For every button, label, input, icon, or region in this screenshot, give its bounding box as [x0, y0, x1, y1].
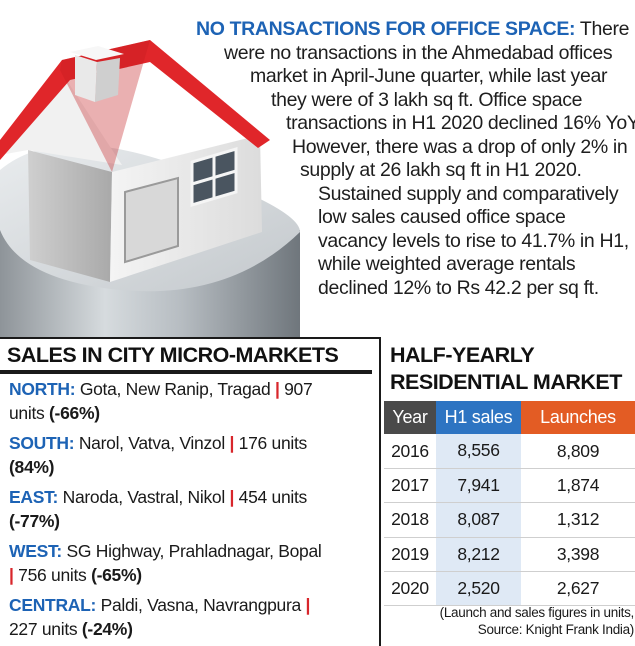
header-launches: Launches	[521, 401, 635, 435]
table-row: 2018 8,087 1,312	[384, 503, 635, 538]
office-line: low sales caused office space	[318, 206, 566, 228]
office-line: There	[579, 18, 630, 40]
residential-title: HALF-YEARLY RESIDENTIAL MARKET	[390, 342, 635, 396]
micro-market-north: NORTH: Gota, New Ranip, Tragad | 907 uni…	[9, 377, 380, 425]
column-divider	[379, 337, 381, 646]
table-row: 2019 8,212 3,398	[384, 537, 635, 572]
separator-bar: |	[9, 565, 14, 585]
cell-sales: 8,087	[436, 503, 521, 537]
cell-launches: 1,874	[556, 474, 600, 495]
table-row: 2016 8,556 8,809	[384, 434, 635, 469]
region-change: (-65%)	[91, 565, 142, 585]
table-row: 2017 7,941 1,874	[384, 468, 635, 504]
note-line1: (Launch and sales figures in units,	[439, 605, 635, 620]
cell-launches: 8,809	[556, 440, 600, 461]
cell-sales: 2,520	[436, 571, 521, 606]
separator-bar: |	[274, 379, 280, 399]
region-units-line2: 227 units	[9, 619, 78, 639]
header-year: Year	[384, 401, 436, 435]
cell-launches: 3,398	[556, 543, 600, 564]
residential-title-line2: RESIDENTIAL MARKET	[390, 370, 622, 394]
region-label: WEST:	[9, 541, 62, 561]
office-line: transactions in H1 2020 declined 16% YoY…	[286, 112, 635, 134]
region-change: (-24%)	[81, 619, 133, 639]
region-label: CENTRAL:	[9, 595, 97, 615]
cell-sales: 8,212	[436, 537, 521, 571]
region-units-line2: 756 units	[18, 565, 87, 585]
region-areas: Gota, New Ranip, Tragad	[79, 379, 271, 399]
office-line: Sustained supply and comparatively	[318, 182, 619, 205]
region-areas: Naroda, Vastral, Nikol	[62, 487, 226, 507]
micro-market-east: EAST: Naroda, Vastral, Nikol | 454 units…	[9, 485, 380, 533]
region-label: SOUTH:	[9, 433, 75, 453]
house-on-cylinder-icon	[0, 40, 300, 337]
region-label: NORTH:	[9, 379, 76, 399]
cell-sales: 7,941	[436, 468, 521, 503]
note-line2: Source: Knight Frank India)	[477, 622, 635, 637]
office-heading: NO TRANSACTIONS FOR OFFICE SPACE:	[196, 18, 576, 40]
cell-launches: 1,312	[556, 509, 600, 530]
separator-bar: |	[229, 433, 235, 453]
office-line: declined 12% to Rs 42.2 per sq ft.	[318, 276, 599, 299]
region-change: (84%)	[9, 457, 55, 477]
region-units: 454 units	[238, 487, 308, 507]
header-h1-sales: H1 sales	[436, 401, 521, 435]
cell-year: 2017	[391, 474, 429, 495]
region-label: EAST:	[9, 487, 59, 507]
office-space-text: NO TRANSACTIONS FOR OFFICE SPACE: There …	[196, 18, 635, 300]
residential-panel: HALF-YEARLY RESIDENTIAL MARKET Year H1 s…	[384, 337, 635, 646]
cell-sales: 8,556	[436, 434, 521, 468]
region-change: (-66%)	[49, 403, 100, 423]
residential-title-line1: HALF-YEARLY	[390, 343, 535, 367]
office-line: were no transactions in the Ahmedabad of…	[224, 41, 613, 64]
region-units-line2: units	[9, 403, 45, 423]
office-line: while weighted average rentals	[318, 253, 576, 275]
residential-table: Year H1 sales Launches 2016 8,556 8,809 …	[384, 401, 635, 607]
office-line: they were of 3 lakh sq ft. Office space	[271, 88, 583, 111]
region-units: 907	[284, 379, 313, 399]
cell-year: 2016	[391, 440, 429, 461]
region-units: 176 units	[238, 433, 308, 453]
region-areas: Paldi, Vasna, Navrangpura	[100, 595, 302, 615]
region-areas: Narol, Vatva, Vinzol	[78, 433, 225, 453]
region-areas: SG Highway, Prahladnagar, Bopal	[66, 541, 322, 561]
micro-markets-panel: SALES IN CITY MICRO-MARKETS NORTH: Gota,…	[0, 337, 380, 646]
title-rule	[0, 370, 372, 374]
office-line: However, there was a drop of only 2% in	[292, 135, 628, 158]
cell-year: 2020	[391, 578, 429, 599]
region-change: (-77%)	[9, 511, 60, 531]
separator-bar: |	[229, 487, 235, 507]
micro-markets-title: SALES IN CITY MICRO-MARKETS	[7, 343, 339, 367]
micro-market-west: WEST: SG Highway, Prahladnagar, Bopal | …	[9, 539, 380, 587]
table-header-row: Year H1 sales Launches	[384, 401, 635, 435]
cell-launches: 2,627	[556, 578, 600, 599]
office-space-section: NO TRANSACTIONS FOR OFFICE SPACE: There …	[0, 18, 635, 337]
separator-bar: |	[305, 595, 311, 615]
office-line: market in April-June quarter, while last…	[250, 65, 608, 87]
office-line: supply at 26 lakh sq ft in H1 2020.	[300, 159, 582, 181]
table-row: 2020 2,520 2,627	[384, 571, 635, 607]
office-line: vacancy levels to rise to 41.7% in H1,	[318, 229, 629, 252]
cell-year: 2019	[391, 543, 429, 564]
micro-market-south: SOUTH: Narol, Vatva, Vinzol | 176 units …	[9, 431, 380, 479]
cell-year: 2018	[391, 509, 429, 530]
source-note: (Launch and sales figures in units, Sour…	[384, 604, 635, 638]
micro-market-central: CENTRAL: Paldi, Vasna, Navrangpura | 227…	[9, 593, 380, 641]
